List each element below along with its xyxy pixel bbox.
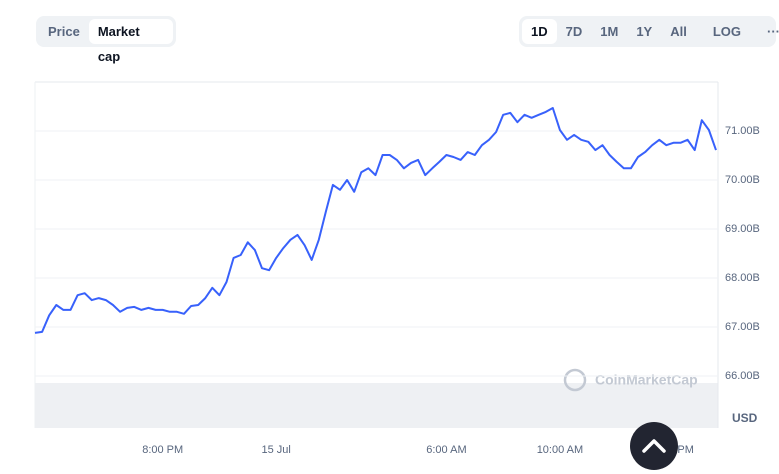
range-button[interactable]: 1D [522, 19, 557, 44]
x-tick-label: 15 Jul [262, 444, 291, 456]
watermark-text: CoinMarketCap [595, 372, 698, 388]
chevron-icon [642, 439, 666, 453]
log-button[interactable]: LOG [712, 24, 742, 39]
x-tick-label: 6:00 AM [426, 444, 466, 456]
y-tick-label: 69.00B [725, 223, 760, 235]
x-tick-label: 10:00 AM [537, 444, 583, 456]
scroll-top-button[interactable] [630, 422, 678, 470]
range-button[interactable]: All [670, 24, 687, 39]
y-tick-label: 70.00B [725, 174, 760, 186]
y-unit: USD [732, 411, 758, 425]
y-tick-label: 66.00B [725, 370, 760, 382]
volume-band [35, 383, 718, 428]
x-tick-label: 8:00 PM [142, 444, 183, 456]
y-tick-label: 71.00B [725, 125, 760, 137]
y-tick-label: 68.00B [725, 272, 760, 284]
tab[interactable]: Market cap [88, 19, 173, 64]
range-button[interactable]: 1Y [636, 24, 653, 39]
more-button[interactable]: ··· [767, 24, 779, 39]
tab[interactable]: Price [48, 24, 80, 39]
price-line [34, 107, 717, 334]
range-group: 1D 7D 1M 1Y All LOG ··· [519, 16, 779, 47]
range-button[interactable]: 1M [600, 24, 619, 39]
range-button[interactable]: 7D [565, 24, 583, 39]
tab-group: Price Market cap [36, 16, 176, 64]
button-circle [630, 422, 678, 470]
y-tick-label: 67.00B [725, 321, 760, 333]
